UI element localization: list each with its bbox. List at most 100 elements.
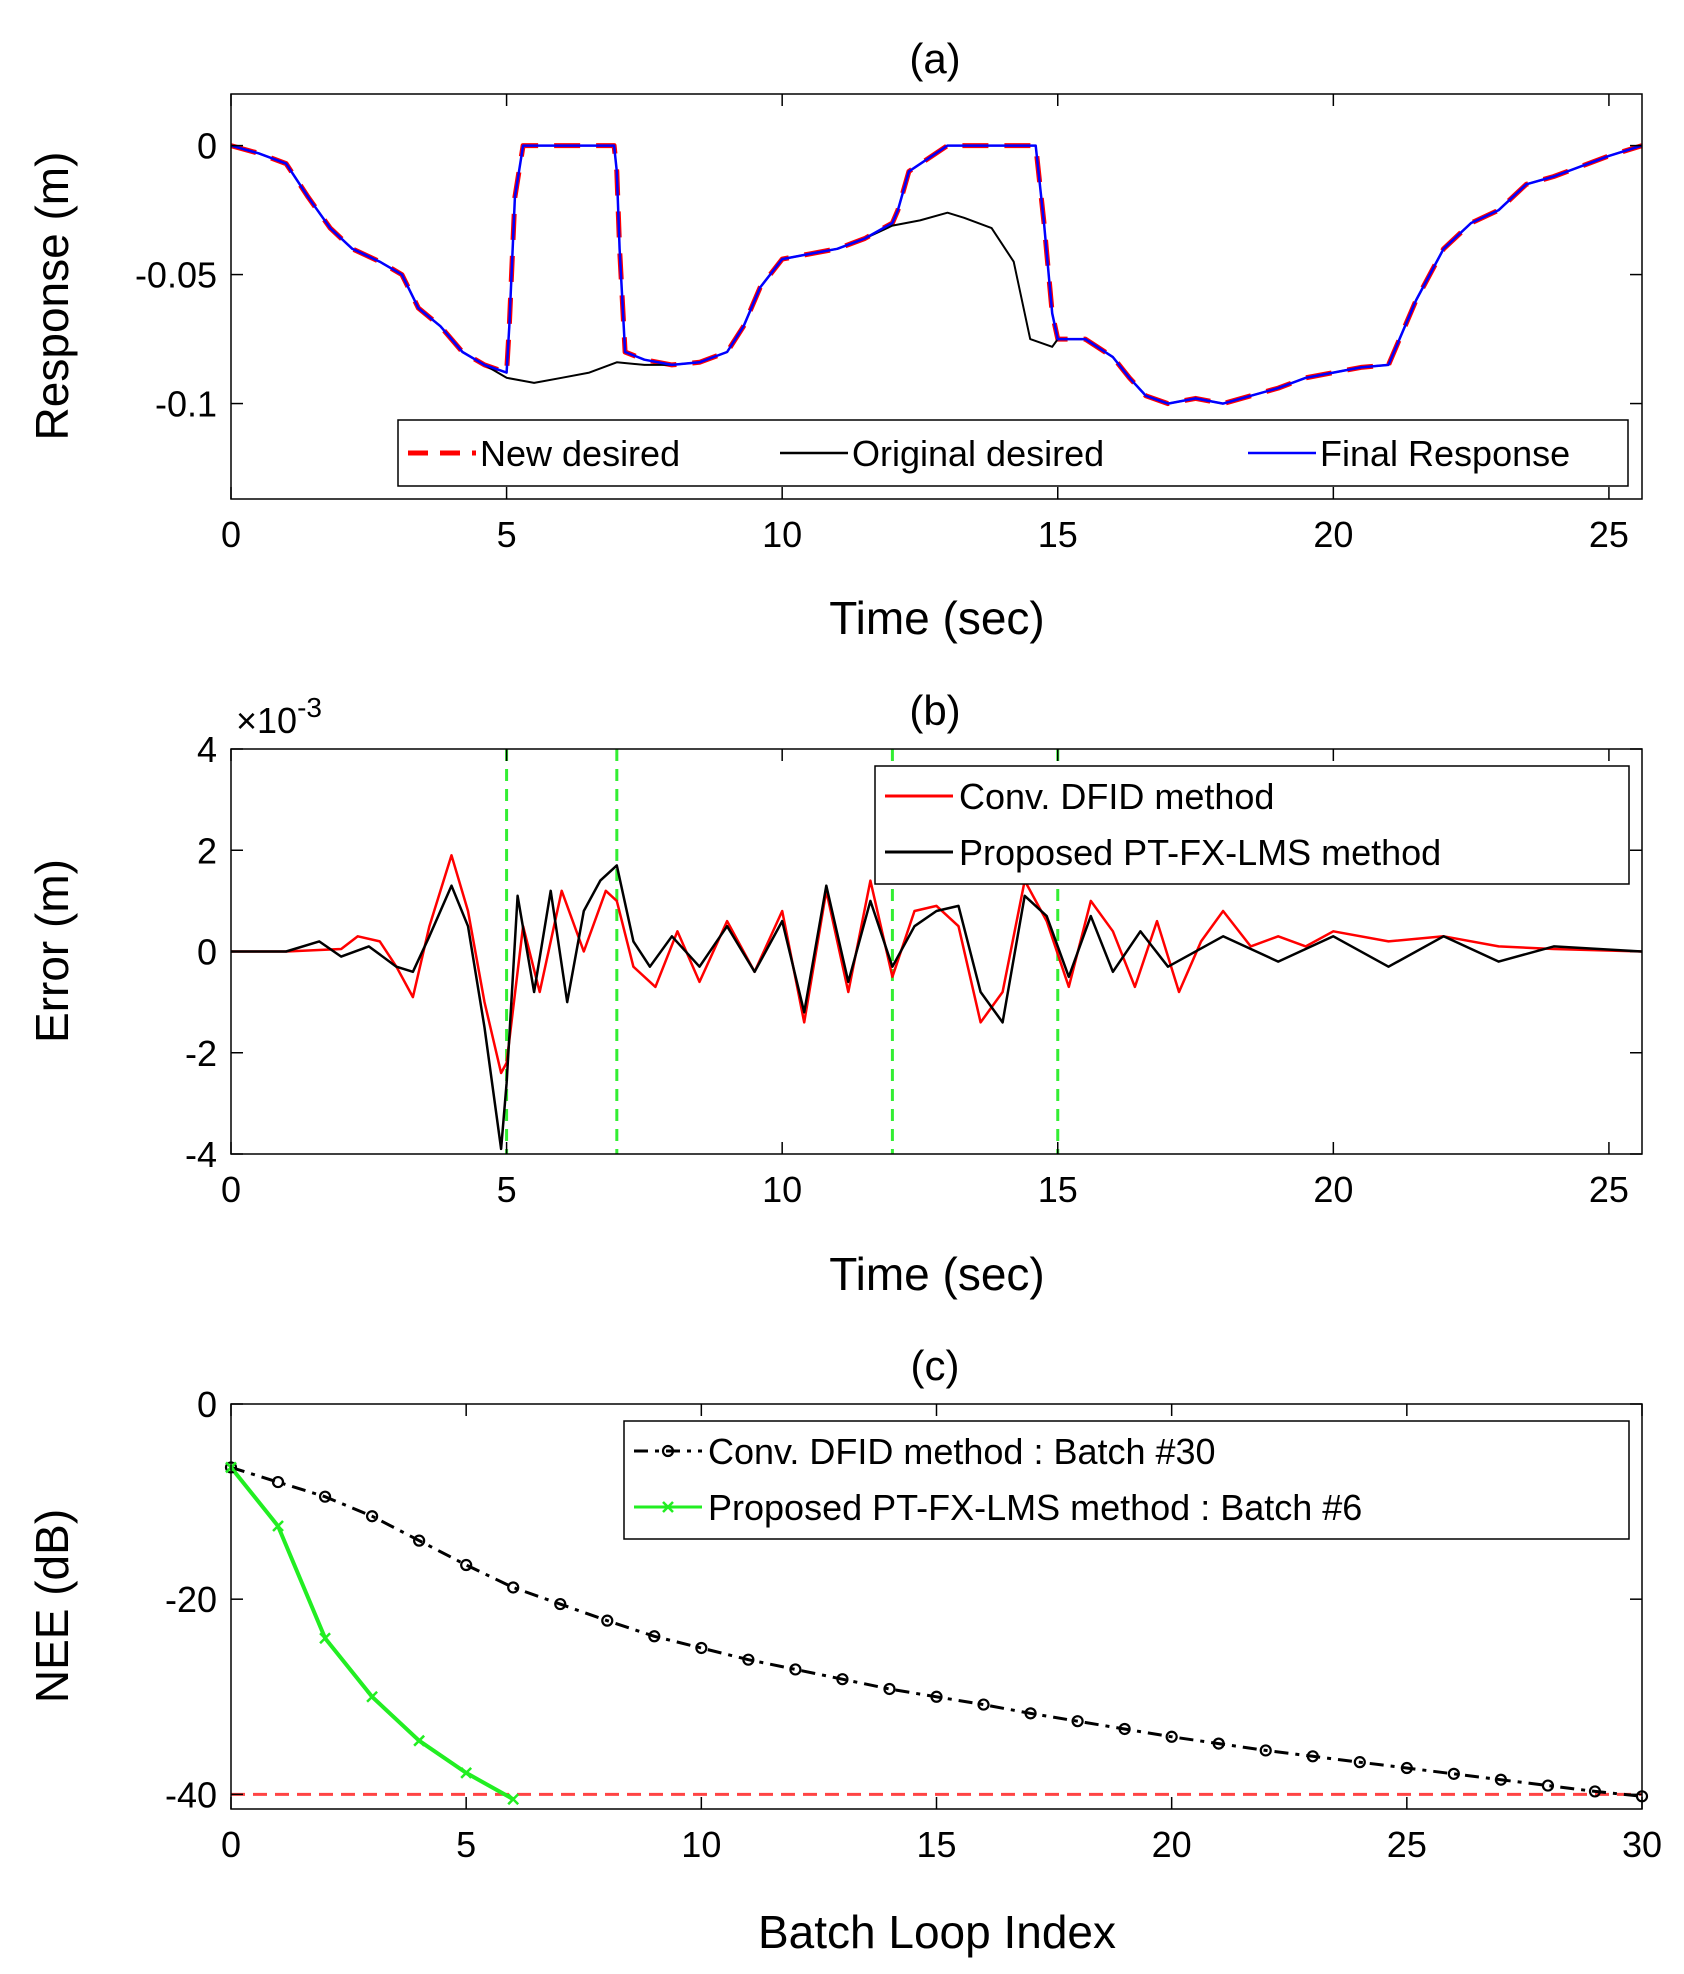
series-c-1-point-5 — [460, 1767, 473, 1779]
series-a-2-line — [231, 144, 1642, 405]
series-c-0-point-21 — [1212, 1737, 1225, 1750]
legend-label-0: Conv. DFID method : Batch #30 — [708, 1431, 1216, 1472]
panel-c-ylabel: NEE (dB) — [26, 1509, 78, 1703]
x-tick-label: 10 — [681, 1824, 721, 1865]
legend-marker-0 — [661, 1444, 675, 1458]
x-tick-label: 0 — [221, 1824, 241, 1865]
series-c-0-point-27 — [1494, 1773, 1508, 1786]
y-tick-label: -4 — [185, 1134, 217, 1175]
series-c-1-point-4 — [413, 1734, 426, 1747]
panel-a-plot-area — [231, 143, 1642, 407]
series-c-0-point-13 — [836, 1673, 849, 1686]
y-tick-label: 4 — [197, 729, 217, 770]
x-tick-label: 30 — [1622, 1824, 1662, 1865]
series-c-0-point-2 — [318, 1490, 332, 1503]
x-tick-label: 20 — [1313, 1169, 1353, 1210]
x-tick-label: 5 — [497, 514, 517, 555]
series-c-0-point-5 — [460, 1558, 473, 1572]
series-c-1-point-3 — [366, 1690, 378, 1703]
legend-box — [623, 1420, 1630, 1540]
panel-b-y-multiplier: ×10-3 — [236, 692, 322, 741]
panel-c-ticks: 0 5 10 15 20 25 30 0 -20 -40 — [165, 1384, 1662, 1865]
panel-a-ylabel: Response (m) — [26, 152, 78, 441]
legend-label-1: Original desired — [852, 433, 1104, 474]
x-tick-label: 25 — [1589, 1169, 1629, 1210]
series-c-0-point-14 — [883, 1682, 896, 1696]
series-c-0-point-20 — [1165, 1730, 1178, 1743]
panel-a-response: (a) 0 5 10 15 20 25 0 -0.05 -0.1 Time (sec) Resp… — [26, 35, 1643, 644]
series-b-1-line — [231, 864, 1642, 1151]
series-c-0-point-26 — [1447, 1767, 1460, 1780]
x-tick-label: 25 — [1589, 514, 1629, 555]
panel-b-ylabel: Error (m) — [26, 859, 78, 1043]
x-tick-label: 25 — [1387, 1824, 1427, 1865]
series-c-1-point-2 — [319, 1632, 331, 1645]
panel-b-legend: Conv. DFID method Proposed PT-FX-LMS meth… — [874, 765, 1630, 885]
panel-c-nee: (c) 0 5 10 15 20 25 30 0 -20 -40 Batch Loop Index… — [26, 1342, 1662, 1958]
x-tick-label: 10 — [762, 514, 802, 555]
x-tick-label: 15 — [1038, 1169, 1078, 1210]
series-c-0-point-25 — [1400, 1761, 1413, 1775]
legend-label-0: Conv. DFID method — [959, 776, 1274, 817]
x-tick-label: 20 — [1313, 514, 1353, 555]
panel-c-xlabel: Batch Loop Index — [758, 1906, 1116, 1958]
x-tick-label: 0 — [221, 514, 241, 555]
series-c-0-point-22 — [1259, 1744, 1272, 1757]
legend-label-2: Final Response — [1320, 433, 1570, 474]
series-c-0-point-24 — [1353, 1756, 1366, 1769]
series-c-0-line — [231, 1465, 1642, 1798]
series-c-0-point-10 — [695, 1641, 708, 1655]
series-c-0-point-11 — [742, 1653, 755, 1666]
panel-a-legend: New desired Original desired Final Respons… — [397, 419, 1629, 487]
x-tick-label: 5 — [497, 1169, 517, 1210]
legend-label-1: Proposed PT-FX-LMS method — [959, 832, 1441, 873]
x-tick-label: 15 — [1038, 514, 1078, 555]
series-c-1-point-1 — [272, 1520, 284, 1532]
series-c-0-point-1 — [271, 1475, 285, 1489]
series-c-0-point-17 — [1024, 1707, 1037, 1720]
y-tick-label: 2 — [197, 830, 217, 871]
panel-b-xlabel: Time (sec) — [829, 1248, 1045, 1300]
series-c-0-point-3 — [366, 1510, 379, 1523]
series-c-0-point-29 — [1588, 1785, 1602, 1798]
panel-c-plot-area — [224, 1461, 1649, 1806]
panel-c-title: (c) — [911, 1342, 960, 1389]
y-tick-label: 0 — [197, 126, 217, 167]
legend-label-1: Proposed PT-FX-LMS method : Batch #6 — [708, 1487, 1362, 1528]
y-tick-label: -0.05 — [135, 255, 217, 296]
series-c-0-point-16 — [977, 1698, 990, 1711]
y-tick-label: -2 — [185, 1033, 217, 1074]
legend-box — [874, 765, 1630, 885]
panel-c-legend: Conv. DFID method : Batch #30 Proposed PT… — [623, 1420, 1630, 1540]
x-tick-label: 5 — [456, 1824, 476, 1865]
series-c-0-point-23 — [1306, 1750, 1319, 1763]
x-tick-label: 20 — [1152, 1824, 1192, 1865]
x-tick-label: 15 — [916, 1824, 956, 1865]
panel-a-axes-box — [230, 93, 1643, 500]
series-c-0-point-4 — [413, 1534, 426, 1547]
series-c-0-point-18 — [1071, 1715, 1084, 1728]
legend-marker-1 — [662, 1501, 674, 1513]
x-tick-label: 10 — [762, 1169, 802, 1210]
series-c-0-point-28 — [1541, 1779, 1555, 1792]
panel-a-ticks: 0 5 10 15 20 25 0 -0.05 -0.1 — [135, 94, 1642, 555]
series-b-0-line — [231, 854, 1642, 1075]
y-tick-label: -40 — [165, 1774, 217, 1815]
series-c-1-point-6 — [507, 1793, 520, 1806]
series-c-0-point-9 — [648, 1630, 661, 1643]
series-c-0-point-15 — [930, 1690, 943, 1703]
series-c-0-point-7 — [554, 1597, 567, 1611]
series-c-0-point-8 — [601, 1614, 614, 1627]
y-tick-label: -20 — [165, 1579, 217, 1620]
y-tick-label: -0.1 — [155, 384, 217, 425]
y-tick-label: 0 — [197, 932, 217, 973]
x-tick-label: 0 — [221, 1169, 241, 1210]
series-c-0-point-19 — [1118, 1722, 1131, 1736]
panel-a-title: (a) — [909, 35, 960, 82]
y-tick-label: 0 — [197, 1384, 217, 1425]
legend-box — [397, 419, 1629, 487]
panel-b-title: (b) — [909, 687, 960, 734]
